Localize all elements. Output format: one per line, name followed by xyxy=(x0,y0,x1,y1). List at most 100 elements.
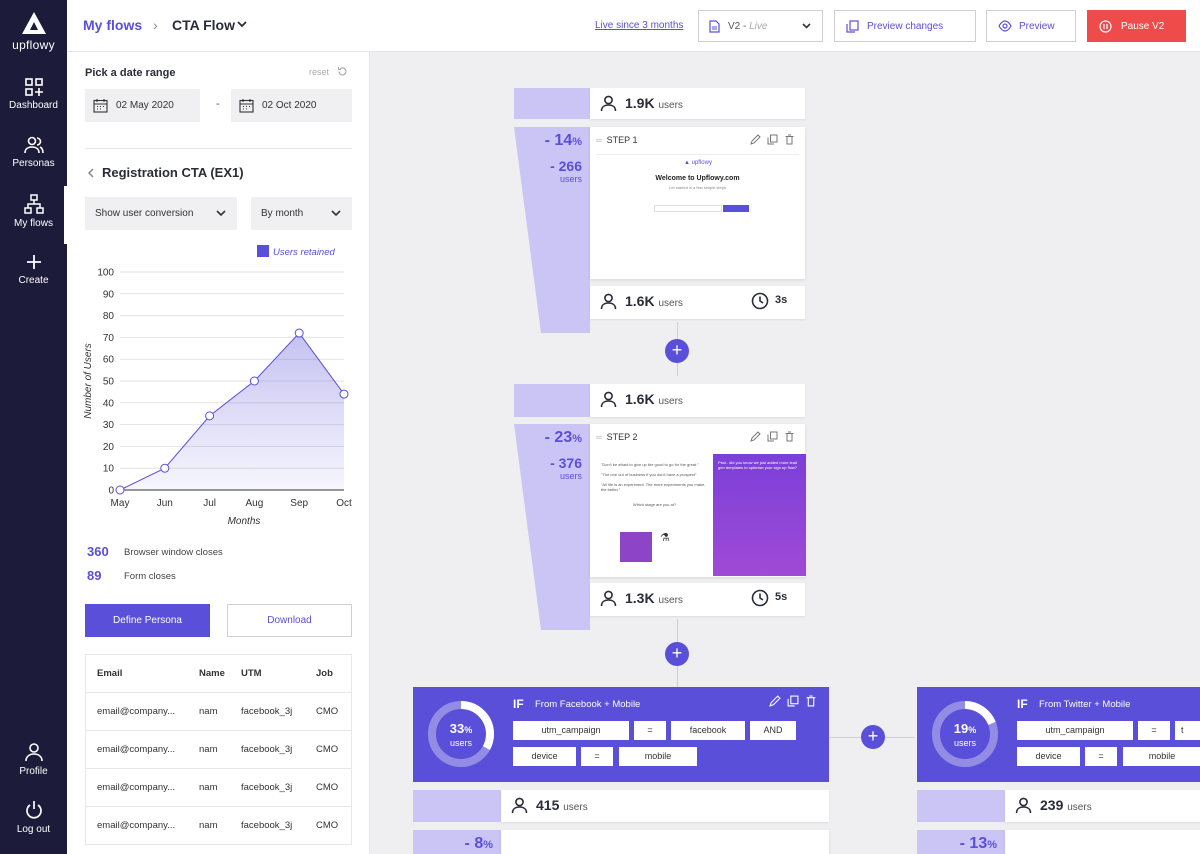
preview-input xyxy=(654,205,722,212)
condition-value[interactable]: t xyxy=(1175,721,1200,740)
breadcrumb-my-flows[interactable]: My flows xyxy=(83,17,143,33)
reset-button[interactable]: reset xyxy=(309,67,347,77)
period-select-value: By month xyxy=(261,208,304,219)
edit-icon[interactable] xyxy=(750,134,761,145)
pause-button[interactable]: Pause V2 xyxy=(1087,10,1186,42)
version-select[interactable]: V2 - Live xyxy=(698,10,823,42)
period-select[interactable]: By month xyxy=(251,197,352,230)
y-tick-label: 80 xyxy=(103,311,115,322)
copy-icon[interactable] xyxy=(767,134,778,145)
table-cell: CMO xyxy=(316,782,339,793)
table-cell: email@company... xyxy=(97,744,176,755)
users-count: 1.6K users xyxy=(625,391,683,407)
table-row[interactable]: email@company... nam facebook_3j CMO xyxy=(86,693,351,731)
chevron-left-icon[interactable] xyxy=(87,168,94,178)
preview-title: Welcome to Upflowy.com xyxy=(655,175,740,182)
column-header[interactable]: UTM xyxy=(241,668,262,679)
download-button[interactable]: Download xyxy=(227,604,352,637)
step-card[interactable] xyxy=(501,830,829,854)
condition-card[interactable]: 33% users IF From Facebook + Mobile utm_… xyxy=(413,687,829,782)
table-cell: CMO xyxy=(316,744,339,755)
condition-operator[interactable]: = xyxy=(1138,721,1170,740)
trash-icon[interactable] xyxy=(805,695,817,707)
sidebar-item-logout[interactable]: Log out xyxy=(0,800,67,835)
y-tick-label: 50 xyxy=(103,377,115,388)
add-step-button[interactable]: + xyxy=(665,642,689,666)
step-tools xyxy=(750,431,795,442)
sidebar-item-dashboard[interactable]: Dashboard xyxy=(0,78,67,111)
table-row[interactable]: email@company... nam facebook_3j CMO xyxy=(86,731,351,769)
add-step-button[interactable]: + xyxy=(665,339,689,363)
sidebar-item-my-flows[interactable]: My flows xyxy=(0,186,67,244)
legend-swatch xyxy=(257,245,269,257)
breadcrumb-current-flow[interactable]: CTA Flow xyxy=(172,17,235,33)
step-card[interactable] xyxy=(1005,830,1200,854)
plus-icon: + xyxy=(867,726,879,746)
condition-value[interactable]: mobile xyxy=(1123,747,1200,766)
date-to-value: 02 Oct 2020 xyxy=(262,100,317,111)
flow-canvas[interactable]: 1.9K users - 14% - 266 users STEP 1 ▲ up… xyxy=(371,52,1200,854)
funnel-bar xyxy=(514,88,590,119)
sidebar-item-create[interactable]: Create xyxy=(0,253,67,286)
users-unit: users xyxy=(658,100,683,111)
condition-card[interactable]: 19% users IF From Twitter + Mobile utm_c… xyxy=(917,687,1200,782)
step-card[interactable]: STEP 2 "Don't be afraid to give up the g… xyxy=(590,424,806,577)
column-header[interactable]: Job xyxy=(316,668,333,679)
x-tick-label: Oct xyxy=(336,498,352,509)
preview-changes-button[interactable]: Preview changes xyxy=(834,10,976,42)
condition-operator[interactable]: = xyxy=(1085,747,1117,766)
data-point xyxy=(249,376,259,386)
funnel-bar xyxy=(413,790,501,822)
condition-value[interactable]: facebook xyxy=(671,721,745,740)
y-tick-label: 70 xyxy=(103,333,115,344)
condition-operator[interactable]: = xyxy=(581,747,613,766)
step-card[interactable]: STEP 1 ▲ upflowy Welcome to Upflowy.com … xyxy=(590,127,805,279)
column-header[interactable]: Name xyxy=(199,668,225,679)
sidebar-item-personas[interactable]: Personas xyxy=(0,136,67,169)
table-row[interactable]: email@company... nam facebook_3j CMO xyxy=(86,769,351,807)
dropoff-percent-value: - 14 xyxy=(544,132,573,149)
metric-select[interactable]: Show user conversion xyxy=(85,197,237,230)
ring-unit: users xyxy=(953,738,976,748)
condition-field[interactable]: utm_campaign xyxy=(1017,721,1133,740)
data-point xyxy=(339,389,349,399)
dropoff-count: - 376 xyxy=(550,455,582,471)
preview-option-icon: ⚗ xyxy=(660,532,670,544)
trash-icon[interactable] xyxy=(784,431,795,442)
live-since-link[interactable]: Live since 3 months xyxy=(595,20,684,31)
condition-field[interactable]: utm_campaign xyxy=(513,721,629,740)
clock-icon xyxy=(751,292,769,310)
table-row[interactable]: email@company... nam facebook_3j CMO xyxy=(86,807,351,845)
users-unit: users xyxy=(1067,802,1092,813)
entry-users-card: 1.9K users xyxy=(590,88,805,119)
chevron-down-icon xyxy=(802,23,811,29)
ring-percent: 19% xyxy=(930,721,1000,736)
column-header[interactable]: Email xyxy=(97,668,123,679)
condition-operator[interactable]: = xyxy=(634,721,666,740)
trash-icon[interactable] xyxy=(784,134,795,145)
plus-icon: + xyxy=(671,340,683,360)
stat-value: 360 xyxy=(87,544,109,559)
table-cell: facebook_3j xyxy=(241,706,293,717)
date-from-input[interactable]: 02 May 2020 xyxy=(85,89,200,122)
date-to-input[interactable]: 02 Oct 2020 xyxy=(231,89,352,122)
sidebar-item-profile[interactable]: Profile xyxy=(0,742,67,777)
panel-title: Registration CTA (EX1) xyxy=(102,165,244,180)
conversion-ring xyxy=(932,701,998,767)
copy-icon[interactable] xyxy=(767,431,778,442)
condition-field[interactable]: device xyxy=(1017,747,1080,766)
add-branch-button[interactable]: + xyxy=(861,725,885,749)
percent-sign: % xyxy=(987,839,997,851)
copy-icon[interactable] xyxy=(787,695,799,707)
condition-field[interactable]: device xyxy=(513,747,576,766)
chevron-down-icon[interactable] xyxy=(237,21,247,28)
edit-icon[interactable] xyxy=(769,695,781,707)
condition-value[interactable]: mobile xyxy=(619,747,697,766)
stat-value: 89 xyxy=(87,568,102,583)
logo[interactable]: upflowy xyxy=(0,12,67,52)
define-persona-button[interactable]: Define Persona xyxy=(85,604,210,637)
condition-joiner[interactable]: AND xyxy=(750,721,796,740)
step-entry-users-card: 1.6K users xyxy=(590,384,805,417)
preview-button[interactable]: Preview xyxy=(986,10,1076,42)
edit-icon[interactable] xyxy=(750,431,761,442)
